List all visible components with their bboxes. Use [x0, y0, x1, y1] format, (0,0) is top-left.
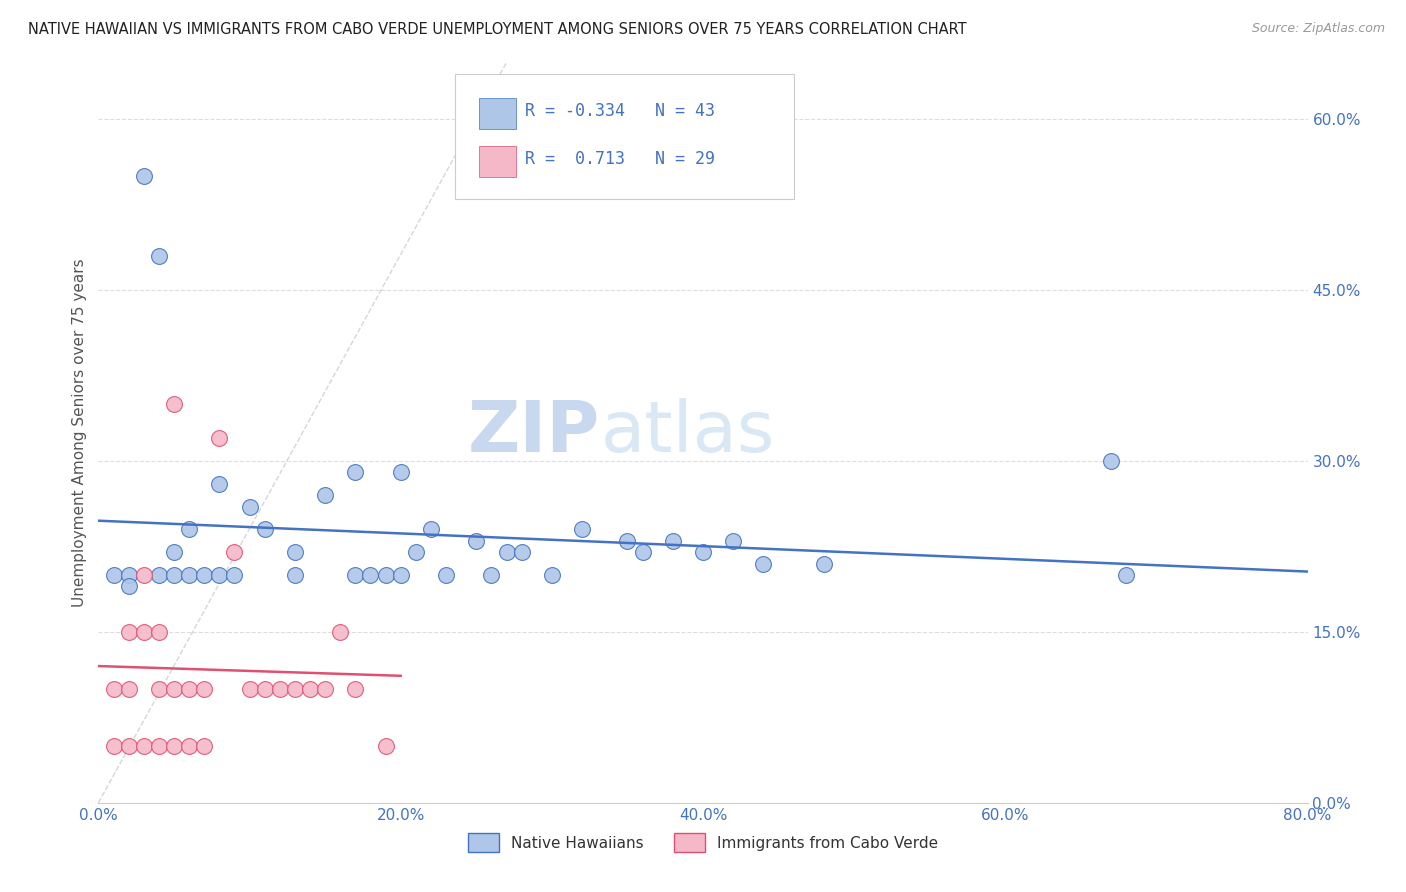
Point — [253, 681, 276, 696]
Text: NATIVE HAWAIIAN VS IMMIGRANTS FROM CABO VERDE UNEMPLOYMENT AMONG SENIORS OVER 75: NATIVE HAWAIIAN VS IMMIGRANTS FROM CABO … — [28, 22, 967, 37]
Point — [118, 624, 141, 639]
Point — [284, 568, 307, 582]
Point — [103, 568, 125, 582]
Point — [420, 523, 443, 537]
Point — [465, 533, 488, 548]
Point — [148, 681, 170, 696]
Point — [314, 488, 336, 502]
Point — [179, 681, 201, 696]
Y-axis label: Unemployment Among Seniors over 75 years: Unemployment Among Seniors over 75 years — [72, 259, 87, 607]
Point — [269, 681, 291, 696]
Point — [360, 568, 382, 582]
Text: Source: ZipAtlas.com: Source: ZipAtlas.com — [1251, 22, 1385, 36]
Point — [344, 681, 367, 696]
Point — [239, 500, 262, 514]
Point — [1099, 454, 1122, 468]
Point — [148, 568, 170, 582]
Legend: Native Hawaiians, Immigrants from Cabo Verde: Native Hawaiians, Immigrants from Cabo V… — [463, 827, 943, 858]
Point — [540, 568, 562, 582]
Point — [163, 397, 186, 411]
Point — [661, 533, 683, 548]
Point — [344, 568, 367, 582]
Point — [179, 739, 201, 753]
Point — [163, 568, 186, 582]
Point — [813, 557, 835, 571]
FancyBboxPatch shape — [479, 98, 516, 129]
Point — [434, 568, 457, 582]
Point — [723, 533, 745, 548]
Point — [148, 249, 170, 263]
Point — [103, 739, 125, 753]
Point — [374, 739, 396, 753]
Point — [495, 545, 517, 559]
Point — [103, 681, 125, 696]
Text: R =  0.713   N = 29: R = 0.713 N = 29 — [526, 150, 716, 168]
Point — [132, 624, 155, 639]
Text: ZIP: ZIP — [468, 398, 600, 467]
Point — [208, 431, 231, 445]
Point — [329, 624, 352, 639]
Point — [389, 568, 412, 582]
Point — [389, 466, 412, 480]
Point — [344, 466, 367, 480]
Point — [284, 545, 307, 559]
Point — [193, 568, 215, 582]
Point — [284, 681, 307, 696]
Point — [148, 624, 170, 639]
Point — [163, 739, 186, 753]
Point — [118, 681, 141, 696]
Point — [405, 545, 427, 559]
Point — [631, 545, 654, 559]
Point — [193, 739, 215, 753]
Point — [179, 568, 201, 582]
Point — [224, 568, 246, 582]
Point — [118, 739, 141, 753]
Point — [299, 681, 322, 696]
Point — [208, 476, 231, 491]
Point — [208, 568, 231, 582]
Point — [481, 568, 503, 582]
Text: atlas: atlas — [600, 398, 775, 467]
Point — [118, 568, 141, 582]
Point — [239, 681, 262, 696]
Point — [1115, 568, 1137, 582]
Point — [148, 739, 170, 753]
Point — [616, 533, 638, 548]
Text: R = -0.334   N = 43: R = -0.334 N = 43 — [526, 102, 716, 120]
Point — [253, 523, 276, 537]
Point — [193, 681, 215, 696]
Point — [374, 568, 396, 582]
Point — [118, 579, 141, 593]
Point — [132, 169, 155, 184]
Point — [510, 545, 533, 559]
Point — [132, 739, 155, 753]
Point — [179, 523, 201, 537]
Point — [314, 681, 336, 696]
Point — [163, 545, 186, 559]
Point — [752, 557, 775, 571]
Point — [224, 545, 246, 559]
FancyBboxPatch shape — [456, 73, 793, 200]
Point — [692, 545, 714, 559]
Point — [132, 568, 155, 582]
Point — [163, 681, 186, 696]
Point — [571, 523, 593, 537]
FancyBboxPatch shape — [479, 146, 516, 178]
